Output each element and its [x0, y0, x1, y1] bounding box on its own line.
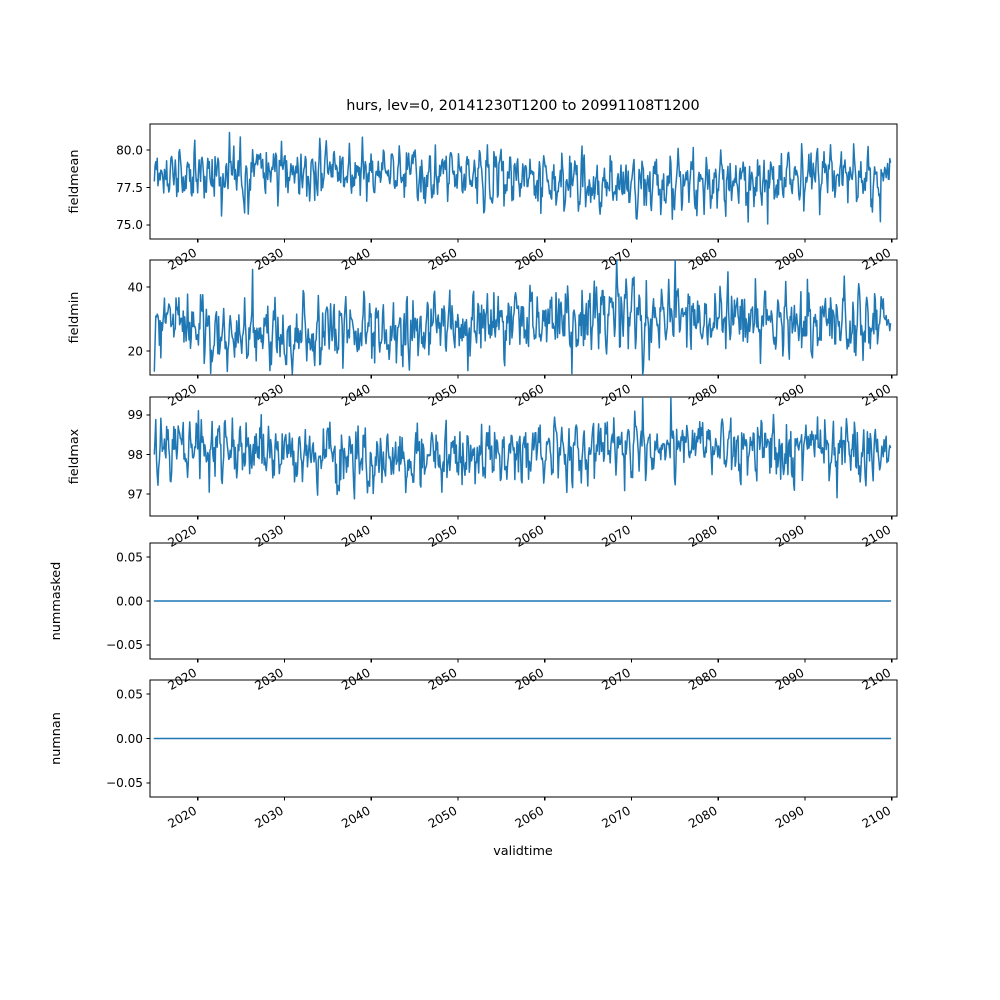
y-tick-label-fieldmax-1: 98: [128, 448, 143, 462]
y-tick-label-numnan-2: 0.05: [116, 687, 143, 701]
y-tick-label-nummasked-0: −0.05: [106, 638, 143, 652]
data-line-fieldmin: [153, 260, 892, 375]
y-tick-label-fieldmax-0: 97: [128, 487, 143, 501]
y-tick-label-fieldmean-2: 80.0: [116, 143, 143, 157]
data-line-fieldmax: [153, 397, 892, 500]
y-tick-label-fieldmax-2: 99: [128, 408, 143, 422]
axes-frame-fieldmax: [149, 396, 898, 517]
x-axis-label: validtime: [493, 844, 553, 859]
y-tick-label-fieldmean-0: 75.0: [116, 218, 143, 232]
y-axis-label-fieldmax: fieldmax: [67, 428, 82, 484]
y-tick-label-numnan-0: −0.05: [106, 776, 143, 790]
y-axis-label-numnan: numnan: [49, 712, 64, 765]
y-tick-label-nummasked-1: 0.00: [116, 594, 143, 608]
y-axis-label-fieldmin: fieldmin: [67, 292, 82, 344]
y-tick-label-fieldmin-1: 40: [128, 280, 143, 294]
axes-frame-fieldmin: [149, 259, 898, 376]
y-tick-label-fieldmean-1: 77.5: [116, 181, 143, 195]
y-axis-label-nummasked: nummasked: [49, 562, 64, 641]
data-line-fieldmean: [153, 131, 892, 225]
y-tick-label-numnan-1: 0.00: [116, 732, 143, 746]
y-axis-label-fieldmean: fieldmean: [67, 150, 82, 214]
y-tick-label-fieldmin-0: 20: [128, 344, 143, 358]
figure-title: hurs, lev=0, 20141230T1200 to 20991108T1…: [346, 98, 699, 114]
axes-frame-fieldmean: [149, 123, 898, 240]
y-tick-label-nummasked-2: 0.05: [116, 550, 143, 564]
